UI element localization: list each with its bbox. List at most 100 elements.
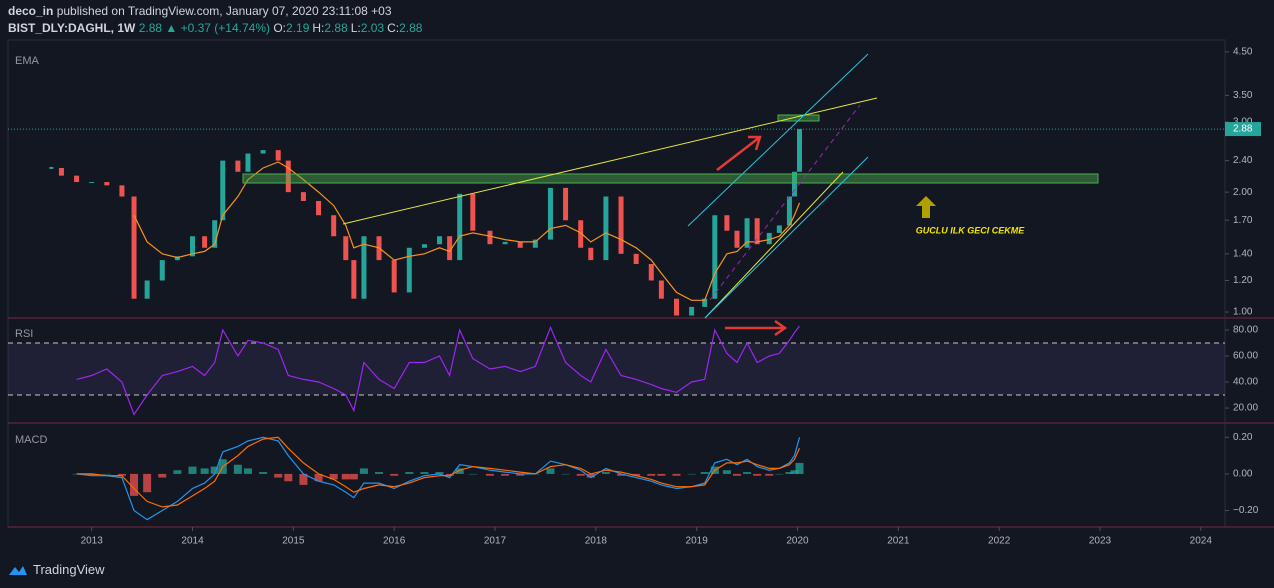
y-tick-label: 60.00 [1233, 351, 1258, 362]
histogram-bar [200, 468, 209, 474]
y-tick-label: 1.20 [1233, 275, 1253, 286]
ema-line [133, 161, 801, 301]
histogram-bar [390, 473, 399, 476]
histogram-bar [753, 473, 762, 476]
channel-line [704, 156, 869, 319]
pane-label: EMA [15, 55, 40, 67]
histogram-bar [455, 468, 464, 474]
histogram-bar [158, 473, 167, 478]
candle [487, 230, 493, 245]
candle [212, 220, 218, 248]
x-tick-label: 2022 [988, 536, 1011, 547]
histogram-bar [743, 472, 752, 474]
ohlc-value: 2.88 [399, 21, 423, 35]
last: 2.88 [138, 21, 163, 35]
zone [242, 173, 1099, 184]
candle [547, 187, 553, 240]
frame [7, 39, 1274, 528]
y-tick-label: 80.00 [1233, 325, 1258, 336]
histogram-bar [243, 468, 252, 474]
histogram-bar [87, 473, 96, 476]
histogram-bar [445, 473, 454, 476]
histogram-bar [130, 473, 139, 496]
histogram-bar [617, 473, 626, 476]
ohlc-value: 2.03 [360, 21, 385, 35]
candle [190, 236, 196, 257]
candle [658, 280, 664, 299]
arrow [725, 319, 788, 337]
candle [49, 166, 54, 169]
drawings [242, 53, 1099, 337]
pane-label: MACD [15, 434, 47, 446]
ohlc-key: L: [350, 21, 361, 35]
x-tick-label: 2013 [81, 536, 104, 547]
histogram-bar [420, 472, 429, 474]
candle [603, 196, 609, 261]
candle [766, 232, 772, 245]
marks: 1.001.201.401.702.002.403.003.504.502.88… [8, 47, 1261, 547]
histogram-bar [672, 473, 681, 476]
candle [391, 260, 397, 293]
brand: TradingView [33, 562, 105, 577]
candle [159, 260, 165, 281]
ohlc: O:2.19 H:2.88 L:2.03 C:2.88 [273, 21, 425, 35]
arrow [716, 135, 762, 171]
x-tick-label: 2024 [1190, 536, 1213, 547]
ohlc-key: C: [387, 21, 400, 35]
histogram-bar [405, 472, 414, 474]
histogram-bar [314, 473, 323, 482]
x-tick-label: 2017 [484, 536, 507, 547]
histogram-bar [468, 473, 477, 475]
y-tick-label: 0.20 [1233, 432, 1253, 443]
histogram-bar [765, 473, 774, 476]
x-tick-label: 2015 [282, 536, 305, 547]
histogram-bar [233, 464, 242, 474]
pane-label: RSI [15, 328, 33, 340]
candle [58, 167, 64, 176]
histogram-bar [795, 462, 804, 474]
y-tick-label: 0.00 [1233, 469, 1253, 480]
candle [744, 218, 750, 248]
candle [724, 215, 730, 231]
candle [235, 160, 241, 172]
histogram-bar [516, 473, 525, 476]
candle [447, 236, 453, 261]
candle [797, 129, 803, 172]
candle [406, 247, 412, 293]
y-tick-label: 40.00 [1233, 377, 1258, 388]
candle [331, 215, 337, 237]
candle [791, 171, 797, 197]
x-tick-label: 2018 [585, 536, 608, 547]
x-tick-label: 2016 [383, 536, 406, 547]
last-price-box [1225, 122, 1261, 137]
candle [618, 196, 624, 254]
candle [588, 247, 594, 261]
x-tick-label: 2021 [887, 536, 910, 547]
candle [648, 263, 654, 281]
candle [702, 298, 708, 307]
histogram-bar [72, 473, 81, 475]
x-tick-label: 2020 [786, 536, 809, 547]
histogram-bar [359, 468, 368, 474]
y-tick-label: 1.40 [1233, 248, 1253, 259]
mid-line [709, 104, 861, 301]
candle [457, 193, 463, 261]
logo [9, 565, 27, 575]
candle [712, 215, 718, 299]
histogram-bar [657, 473, 666, 476]
candle [421, 244, 427, 248]
candle [300, 192, 306, 202]
histogram-bar [775, 473, 784, 475]
candle [144, 280, 150, 299]
footer: TradingView [8, 562, 105, 577]
histogram-bar [349, 473, 358, 480]
y-tick-label: 3.50 [1233, 90, 1253, 101]
y-tick-label: 1.00 [1233, 307, 1253, 318]
x-tick-label: 2014 [181, 536, 204, 547]
histogram-bar [732, 473, 741, 476]
x-tick-label: 2019 [686, 536, 709, 547]
histogram-bar [188, 466, 197, 474]
candle [786, 196, 792, 226]
candle [89, 182, 95, 184]
